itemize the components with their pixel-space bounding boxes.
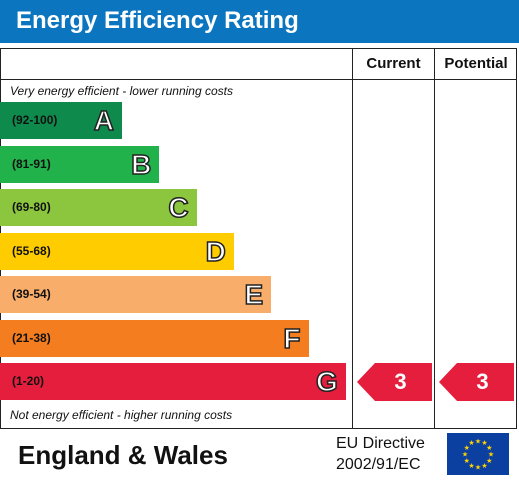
band-range-label: (21-38) xyxy=(12,330,51,345)
band-f: (21-38) F xyxy=(0,319,309,357)
potential-column-header: Potential xyxy=(444,55,508,72)
band-c: (69-80) C xyxy=(0,189,197,226)
flag-star-icon: ★ xyxy=(464,457,470,465)
bottom-note: Not energy efficient - higher running co… xyxy=(10,408,233,422)
band-a: (92-100) A xyxy=(0,102,122,139)
column-divider-current xyxy=(352,48,353,429)
directive-line-1: EU Directive xyxy=(336,435,425,452)
flag-star-icon: ★ xyxy=(488,451,494,459)
flag-star-icon: ★ xyxy=(464,444,470,452)
band-letter: C xyxy=(168,191,190,224)
flag-star-icon: ★ xyxy=(481,462,487,470)
band-d: (55-68) D xyxy=(0,232,234,270)
band-letter: F xyxy=(283,322,302,355)
band-range-label: (92-100) xyxy=(12,113,58,127)
band-range-label: (39-54) xyxy=(12,287,51,301)
band-letter: D xyxy=(205,235,227,268)
band-g: (1-20) G xyxy=(0,363,346,400)
footer-divider xyxy=(0,428,517,429)
band-b: (81-91) B xyxy=(0,145,160,183)
eu-flag-icon: ★ ★★★★★★★★★★★ xyxy=(447,433,509,475)
band-letter: A xyxy=(93,104,115,137)
band-range-label: (81-91) xyxy=(12,156,51,171)
flag-star-icon: ★ xyxy=(486,444,492,452)
directive-line-2: 2002/91/EC xyxy=(336,456,421,473)
band-letter: B xyxy=(130,148,152,181)
column-divider-potential xyxy=(434,48,435,429)
top-note: Very energy efficient - lower running co… xyxy=(10,84,233,98)
chart-title: Energy Efficiency Rating xyxy=(16,7,299,34)
header-bar: Energy Efficiency Rating xyxy=(0,0,519,43)
band-range-label: (1-20) xyxy=(12,374,45,388)
band-range-label: (69-80) xyxy=(12,200,51,214)
current-rating-arrow: 3 xyxy=(357,363,432,401)
region-label: England & Wales xyxy=(18,440,228,470)
flag-star-icon: ★ xyxy=(475,438,481,446)
band-e: (39-54) E xyxy=(0,276,272,313)
flag-star-icon: ★ xyxy=(468,462,474,470)
header-row-divider xyxy=(0,79,517,80)
potential-rating-arrow: 3 xyxy=(439,363,514,401)
current-rating-arrow-value: 3 xyxy=(394,369,407,394)
potential-rating-arrow-value: 3 xyxy=(476,369,489,394)
band-letter: E xyxy=(244,278,264,311)
current-column-header: Current xyxy=(366,55,421,72)
flag-star-icon: ★ xyxy=(462,451,468,459)
flag-star-icon: ★ xyxy=(481,439,487,447)
flag-star-icon: ★ xyxy=(468,439,474,447)
band-letter: G xyxy=(315,365,338,398)
flag-star-icon: ★ xyxy=(486,457,492,465)
flag-star-icon: ★ xyxy=(475,464,481,472)
band-range-label: (55-68) xyxy=(12,243,51,258)
